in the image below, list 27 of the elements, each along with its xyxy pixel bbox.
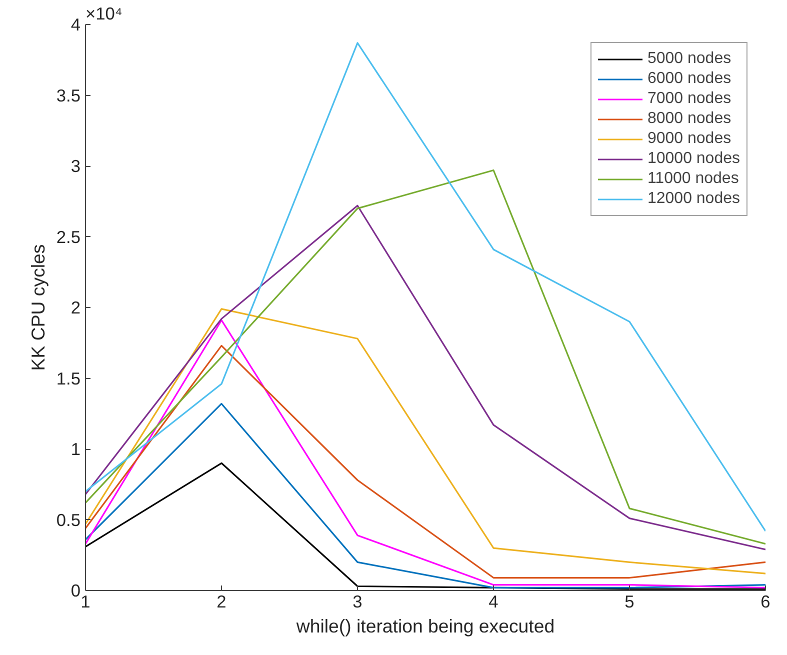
x-tick-label: 2	[216, 592, 226, 612]
y-tick-label: 0	[70, 580, 81, 600]
y-tick-label: 3.5	[56, 85, 81, 106]
y-tick-label: 1.5	[56, 368, 81, 388]
y-tick-label: 1	[70, 439, 81, 459]
y-tick-label: 3	[70, 156, 81, 176]
x-axis-title: while() iteration being executed	[295, 616, 555, 636]
legend-label: 5000 nodes	[647, 50, 732, 68]
x-tick-label: 6	[760, 592, 770, 612]
legend-label: 10000 nodes	[647, 150, 740, 168]
y-tick-label: 2.5	[56, 226, 81, 247]
legend-label: 11000 nodes	[647, 170, 739, 188]
legend-label: 8000 nodes	[647, 110, 732, 128]
y-tick-label: 0.5	[56, 510, 81, 530]
y-axis-title: KK CPU cycles	[27, 244, 48, 371]
text: ×10⁴	[86, 4, 122, 24]
legend-label: 7000 nodes	[647, 90, 732, 108]
line-series	[86, 42, 766, 532]
y-tick-label: 4	[70, 14, 81, 34]
x-tick-label: 5	[624, 592, 634, 612]
legend-label: 9000 nodes	[647, 130, 732, 148]
y-tick-label: 2	[70, 298, 81, 318]
line-series	[86, 402, 766, 588]
x-tick-label: 4	[488, 592, 499, 612]
legend-label: 6000 nodes	[647, 70, 732, 88]
legend-label: 12000 nodes	[647, 190, 740, 208]
x-tick-label: 3	[352, 592, 362, 612]
